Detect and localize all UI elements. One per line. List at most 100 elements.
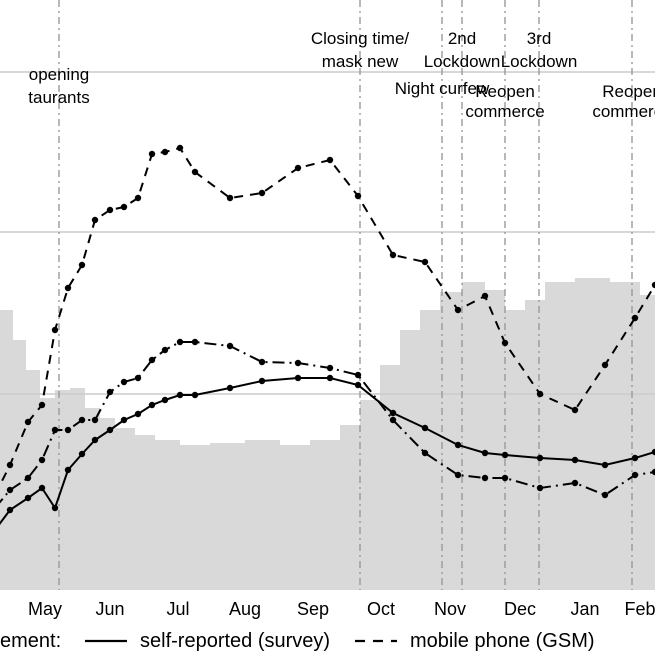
series-self-reported-marker <box>355 382 361 388</box>
series-self-reported-marker <box>135 411 141 417</box>
series-mobile-phone-marker <box>79 262 85 268</box>
series-mobile-phone-marker <box>227 195 233 201</box>
event-label: taurants <box>28 88 89 107</box>
series-dashdot-marker <box>65 427 71 433</box>
series-mobile-phone-marker <box>149 151 155 157</box>
event-label: Reopen <box>475 82 535 101</box>
x-tick-label: Jan <box>570 599 599 619</box>
series-self-reported-marker <box>149 402 155 408</box>
series-mobile-phone-marker <box>572 407 578 413</box>
series-dashdot-marker <box>390 417 396 423</box>
legend-item-mobile-phone: mobile phone (GSM) <box>410 630 595 652</box>
series-dashdot-marker <box>502 475 508 481</box>
series-self-reported-marker <box>632 455 638 461</box>
x-tick-label: Jun <box>95 599 124 619</box>
event-label: commerce <box>465 102 544 121</box>
series-dashdot-marker <box>537 485 543 491</box>
series-mobile-phone-marker <box>295 165 301 171</box>
series-mobile-phone-marker <box>422 259 428 265</box>
series-dashdot-marker <box>177 339 183 345</box>
series-self-reported-marker <box>107 427 113 433</box>
series-mobile-phone-marker <box>259 190 265 196</box>
series-self-reported-marker <box>602 462 608 468</box>
series-dashdot-marker <box>422 450 428 456</box>
series-self-reported-marker <box>79 451 85 457</box>
series-dashdot-marker <box>482 475 488 481</box>
series-self-reported-marker <box>52 505 58 511</box>
series-mobile-phone-marker <box>455 307 461 313</box>
event-label: mask new <box>322 52 399 71</box>
event-label: commerce <box>592 102 655 121</box>
series-dashdot-marker <box>39 457 45 463</box>
series-self-reported-marker <box>121 417 127 423</box>
series-dashdot-marker <box>192 339 198 345</box>
series-self-reported-marker <box>162 397 168 403</box>
series-self-reported-marker <box>537 455 543 461</box>
series-self-reported-marker <box>7 507 13 513</box>
series-self-reported-marker <box>192 392 198 398</box>
x-tick-label: Dec <box>504 599 536 619</box>
series-mobile-phone-marker <box>177 145 183 151</box>
x-tick-label: Feb <box>624 599 655 619</box>
x-tick-label: Aug <box>229 599 261 619</box>
legend-item-self-reported: self-reported (survey) <box>140 630 330 652</box>
series-self-reported-marker <box>92 437 98 443</box>
series-dashdot-marker <box>295 360 301 366</box>
event-label: Lockdown <box>424 52 501 71</box>
series-mobile-phone-marker <box>162 149 168 155</box>
series-dashdot-marker <box>355 372 361 378</box>
series-mobile-phone-marker <box>107 207 113 213</box>
series-dashdot-marker <box>135 375 141 381</box>
series-dashdot-marker <box>632 472 638 478</box>
series-dashdot-marker <box>259 359 265 365</box>
series-self-reported-marker <box>25 495 31 501</box>
series-self-reported-marker <box>422 425 428 431</box>
series-self-reported-marker <box>327 375 333 381</box>
series-mobile-phone-marker <box>355 193 361 199</box>
series-self-reported-marker <box>227 385 233 391</box>
series-mobile-phone-marker <box>121 204 127 210</box>
series-mobile-phone-marker <box>65 285 71 291</box>
series-dashdot-marker <box>25 475 31 481</box>
series-dashdot-marker <box>227 343 233 349</box>
series-mobile-phone-marker <box>25 419 31 425</box>
series-dashdot-marker <box>162 347 168 353</box>
series-dashdot-marker <box>79 417 85 423</box>
series-mobile-phone-marker <box>7 462 13 468</box>
event-label: 2nd <box>448 29 476 48</box>
series-mobile-phone-marker <box>602 362 608 368</box>
series-self-reported-marker <box>39 485 45 491</box>
series-mobile-phone-marker <box>52 327 58 333</box>
series-mobile-phone-marker <box>327 157 333 163</box>
event-label: Lockdown <box>501 52 578 71</box>
series-mobile-phone-marker <box>39 402 45 408</box>
x-tick-label: Nov <box>434 599 466 619</box>
series-dashdot-marker <box>149 357 155 363</box>
series-dashdot-marker <box>107 389 113 395</box>
series-dashdot-marker <box>327 365 333 371</box>
series-self-reported-marker <box>177 392 183 398</box>
series-mobile-phone-marker <box>482 293 488 299</box>
series-dashdot-marker <box>92 417 98 423</box>
event-label: 3rd <box>527 29 552 48</box>
series-self-reported-marker <box>390 410 396 416</box>
series-self-reported-marker <box>482 450 488 456</box>
series-self-reported-marker <box>259 378 265 384</box>
series-self-reported-marker <box>455 442 461 448</box>
x-tick-label: Sep <box>297 599 329 619</box>
series-dashdot-marker <box>572 480 578 486</box>
series-self-reported-marker <box>295 375 301 381</box>
series-mobile-phone-marker <box>135 195 141 201</box>
event-label: opening <box>29 65 90 84</box>
line-chart: openingtaurantsClosing time/mask newNigh… <box>0 0 655 655</box>
series-self-reported-marker <box>572 457 578 463</box>
series-mobile-phone-marker <box>390 252 396 258</box>
series-dashdot-marker <box>7 487 13 493</box>
series-mobile-phone-marker <box>632 315 638 321</box>
series-dashdot-marker <box>121 379 127 385</box>
series-mobile-phone-marker <box>192 169 198 175</box>
series-dashdot-marker <box>52 427 58 433</box>
chart-container: openingtaurantsClosing time/mask newNigh… <box>0 0 655 655</box>
x-tick-label: Oct <box>367 599 395 619</box>
series-mobile-phone-marker <box>92 217 98 223</box>
